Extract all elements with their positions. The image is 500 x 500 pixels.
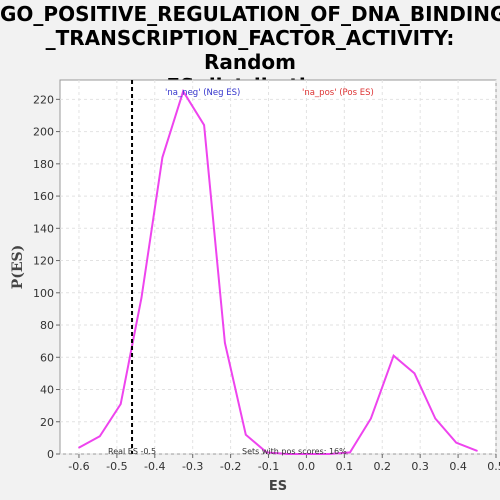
x-axis-label: ES [269, 479, 287, 494]
data-point [265, 451, 268, 454]
y-tick-label: 160 [33, 190, 54, 203]
data-point [455, 441, 457, 444]
x-tick-label: 0.1 [336, 460, 354, 473]
plot-area [59, 79, 497, 455]
data-point [370, 417, 372, 420]
data-point [434, 417, 437, 420]
data-point [182, 90, 185, 93]
y-tick-label: 60 [40, 351, 54, 364]
data-point [99, 435, 101, 438]
real-es-label: Real ES -0.5 [108, 447, 156, 456]
x-tick-label: -0.4 [144, 460, 165, 473]
y-tick-label: 0 [47, 448, 54, 461]
data-point [328, 453, 330, 455]
x-tick-label: 0.0 [298, 460, 316, 473]
x-tick-label: 0.2 [374, 460, 392, 473]
y-tick-label: 100 [33, 287, 54, 300]
y-axis-label: P(ES) [10, 245, 26, 290]
x-tick-label: 0.4 [449, 460, 467, 473]
legend-neg: 'na_neg' (Neg ES) [165, 88, 240, 98]
data-point [349, 451, 351, 454]
x-tick-label: -0.2 [220, 460, 241, 473]
data-point [413, 372, 416, 375]
x-tick-label: 0.5 [487, 460, 500, 473]
chart-title: GO_POSITIVE_REGULATION_OF_DNA_BINDING _T… [0, 2, 500, 98]
series-layer [78, 88, 478, 455]
y-tick-label: 40 [40, 384, 54, 397]
y-tick-label: 140 [33, 222, 54, 235]
y-tick-label: 220 [33, 93, 54, 106]
data-point [119, 403, 122, 405]
y-tick-label: 180 [33, 158, 54, 171]
data-point [476, 449, 478, 452]
legend-pos: 'na_pos' (Pos ES) [302, 88, 374, 98]
y-tick-label: 20 [40, 416, 54, 429]
series-line [78, 88, 478, 455]
y-axis: 0 20 40 60 80 100 120 140 160 180 200 220 [33, 93, 60, 461]
x-tick-label: -0.6 [68, 460, 89, 473]
y-tick-label: 120 [33, 255, 54, 268]
chart-title-line-2: _TRANSCRIPTION_FACTOR_ACTIVITY: Random [45, 26, 455, 74]
data-point [203, 124, 205, 126]
data-point [286, 453, 289, 455]
data-point [224, 341, 226, 344]
data-point [392, 354, 395, 357]
data-point [244, 433, 247, 436]
data-point [307, 453, 310, 455]
y-tick-label: 200 [33, 126, 54, 139]
data-point [161, 156, 164, 159]
chart-title-line-1: GO_POSITIVE_REGULATION_OF_DNA_BINDING [0, 2, 500, 26]
x-tick-label: -0.1 [258, 460, 279, 473]
x-tick-label: 0.3 [411, 460, 429, 473]
pos-scores-annotation: Sets with pos scores: 16% [242, 447, 347, 456]
y-tick-label: 80 [40, 319, 54, 332]
x-axis: -0.6 -0.5 -0.4 -0.3 -0.2 -0.1 0.0 0.1 0.2 0.3 0.4 0… [68, 454, 500, 473]
x-tick-label: -0.5 [106, 460, 127, 473]
x-tick-label: -0.3 [182, 460, 203, 473]
data-point [140, 296, 143, 299]
data-point [78, 446, 80, 449]
